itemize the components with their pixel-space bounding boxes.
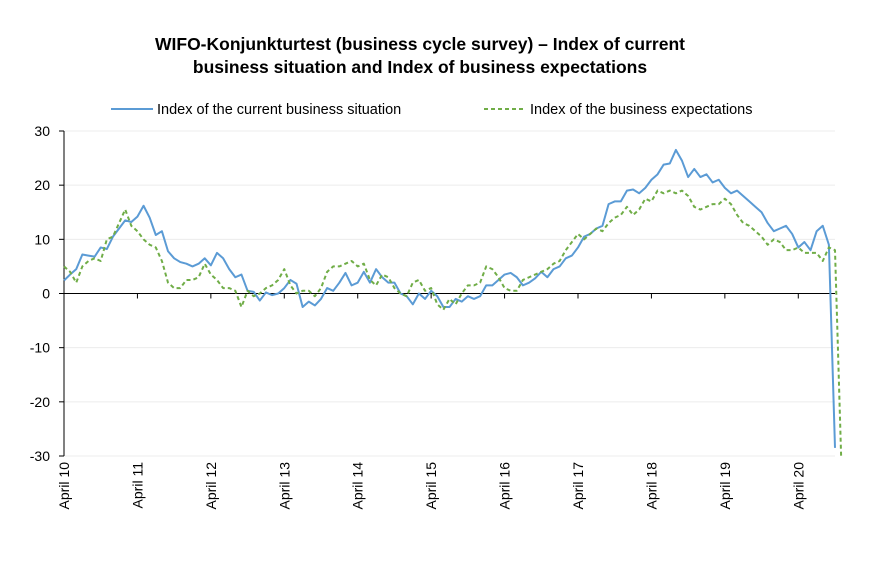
y-tick-label: 0 [42, 286, 50, 302]
x-tick-label: April 14 [350, 462, 366, 510]
x-tick-label: April 15 [423, 462, 439, 510]
legend: Index of the current business situation I… [111, 102, 752, 118]
x-tick-label: April 17 [570, 462, 586, 510]
x-tick-label: April 16 [497, 462, 513, 510]
series-lines [63, 148, 843, 457]
series-line-expectations [63, 189, 843, 457]
legend-label-current-situation: Index of the current business situation [157, 102, 401, 118]
series-line-current-situation [63, 148, 836, 448]
x-axis-ticks: April 10 April 11 April 12 April 13 April 14… [56, 293, 806, 510]
gridlines [64, 130, 835, 457]
chart-title-line1: WIFO-Konjunkturtest (business cycle surv… [155, 34, 685, 54]
legend-label-expectations: Index of the business expectations [530, 102, 752, 118]
x-tick-label: April 12 [203, 462, 219, 510]
x-tick-label: April 19 [717, 462, 733, 510]
x-tick-label: April 13 [276, 462, 292, 510]
x-tick-label: April 10 [56, 462, 72, 510]
x-tick-label: April 11 [129, 462, 145, 509]
y-tick-label: 10 [34, 231, 50, 247]
x-tick-label: April 18 [643, 462, 659, 510]
y-tick-label: 30 [34, 123, 50, 139]
chart-title-line2: business situation and Index of business… [192, 57, 648, 77]
y-tick-label: 20 [34, 177, 50, 193]
y-axis-ticks: 30 20 10 0 -10 -20 -30 [30, 123, 64, 464]
chart-title: WIFO-Konjunkturtest (business cycle surv… [120, 33, 720, 79]
y-tick-label: -30 [30, 448, 50, 464]
y-tick-label: -10 [30, 340, 50, 356]
x-tick-label: April 20 [790, 462, 806, 510]
y-tick-label: -20 [30, 394, 50, 410]
